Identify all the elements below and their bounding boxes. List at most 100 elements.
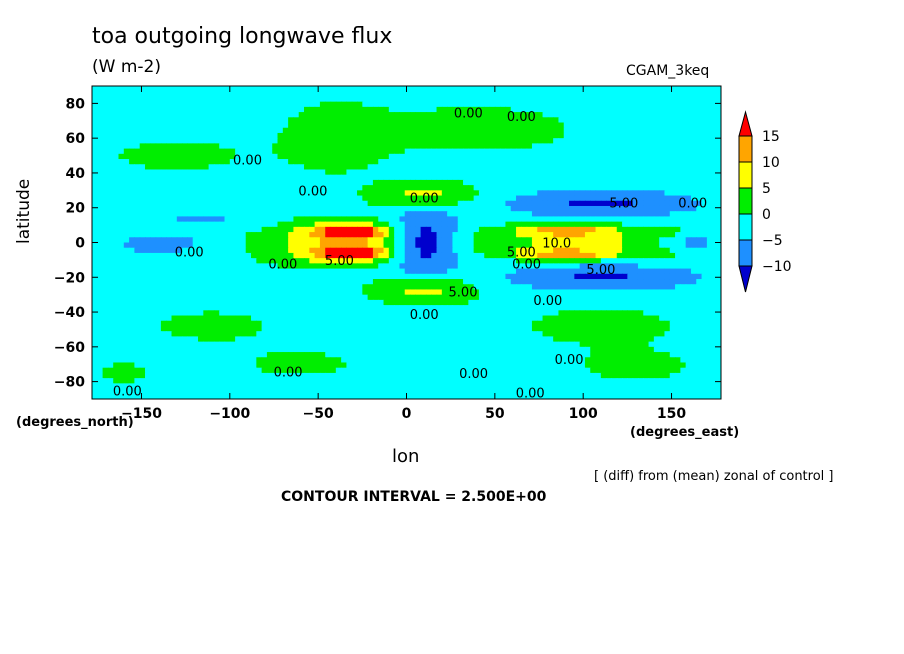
- heatmap-cell: [330, 106, 337, 113]
- heatmap-cell: [319, 164, 326, 171]
- heatmap-cell: [123, 185, 130, 191]
- heatmap-cell: [685, 268, 692, 275]
- heatmap-cell: [372, 242, 379, 249]
- heatmap-cell: [500, 179, 507, 186]
- heatmap-cell: [494, 132, 501, 139]
- heatmap-cell: [547, 268, 554, 275]
- heatmap-cell: [653, 195, 660, 202]
- heatmap-cell: [394, 195, 401, 202]
- heatmap-cell: [256, 86, 263, 92]
- heatmap-cell: [304, 200, 310, 207]
- heatmap-cell: [198, 153, 204, 160]
- heatmap-cell: [150, 252, 157, 259]
- heatmap-cell: [690, 279, 697, 285]
- heatmap-cell: [134, 190, 141, 197]
- heatmap-cell: [229, 205, 236, 212]
- heatmap-cell: [102, 91, 109, 98]
- heatmap-cell: [664, 96, 671, 103]
- heatmap-cell: [97, 237, 104, 244]
- heatmap-cell: [266, 211, 273, 218]
- heatmap-cell: [653, 148, 660, 155]
- heatmap-cell: [431, 211, 438, 218]
- heatmap-cell: [166, 232, 173, 238]
- heatmap-cell: [399, 273, 406, 280]
- heatmap-cell: [584, 232, 591, 238]
- heatmap-cell: [632, 294, 639, 301]
- heatmap-cell: [627, 143, 634, 150]
- heatmap-cell: [669, 268, 676, 275]
- heatmap-cell: [261, 195, 268, 202]
- heatmap-cell: [171, 138, 178, 144]
- heatmap-cell: [139, 185, 146, 191]
- heatmap-cell: [690, 258, 697, 264]
- heatmap-cell: [500, 138, 507, 144]
- heatmap-cell: [637, 279, 644, 285]
- heatmap-cell: [261, 242, 268, 249]
- heatmap-cell: [717, 179, 721, 186]
- heatmap-cell: [192, 289, 199, 296]
- heatmap-cell: [669, 205, 676, 212]
- heatmap-cell: [510, 112, 517, 118]
- heatmap-cell: [415, 143, 422, 150]
- heatmap-cell: [669, 143, 676, 150]
- heatmap-cell: [574, 91, 581, 98]
- heatmap-cell: [187, 86, 194, 92]
- heatmap-cell: [256, 200, 263, 207]
- heatmap-cell: [351, 143, 358, 150]
- heatmap-cell: [235, 185, 242, 191]
- heatmap-cell: [473, 216, 480, 223]
- heatmap-cell: [611, 289, 618, 296]
- heatmap-cell: [367, 190, 374, 197]
- heatmap-cell: [425, 226, 432, 233]
- heatmap-cell: [288, 132, 295, 139]
- heatmap-cell: [176, 190, 183, 197]
- heatmap-cell: [505, 164, 512, 171]
- heatmap-cell: [410, 216, 416, 223]
- heatmap-cell: [155, 190, 162, 197]
- heatmap-cell: [547, 112, 554, 118]
- heatmap-cell: [595, 174, 602, 181]
- heatmap-cell: [304, 237, 310, 244]
- heatmap-cell: [659, 268, 666, 275]
- heatmap-cell: [669, 294, 676, 301]
- heatmap-cell: [282, 294, 289, 301]
- heatmap-cell: [701, 122, 708, 129]
- heatmap-cell: [510, 164, 517, 171]
- heatmap-cell: [139, 226, 146, 233]
- heatmap-cell: [341, 164, 348, 171]
- heatmap-cell: [547, 127, 554, 134]
- heatmap-cell: [351, 226, 358, 233]
- heatmap-cell: [473, 205, 480, 212]
- heatmap-cell: [531, 205, 538, 212]
- heatmap-cell: [510, 91, 517, 98]
- heatmap-cell: [357, 122, 363, 129]
- heatmap-cell: [574, 185, 581, 191]
- heatmap-cell: [701, 221, 708, 228]
- heatmap-cell: [266, 132, 273, 139]
- heatmap-cell: [208, 211, 215, 218]
- heatmap-cell: [410, 294, 416, 301]
- heatmap-cell: [378, 226, 385, 233]
- heatmap-cell: [420, 242, 427, 249]
- heatmap-cell: [717, 294, 721, 301]
- heatmap-cell: [113, 284, 120, 291]
- heatmap-cell: [335, 174, 342, 181]
- heatmap-cell: [653, 237, 660, 244]
- heatmap-cell: [107, 122, 114, 129]
- heatmap-cell: [97, 101, 104, 108]
- heatmap-cell: [107, 190, 114, 197]
- heatmap-cell: [203, 96, 210, 103]
- heatmap-cell: [452, 190, 459, 197]
- heatmap-cell: [431, 185, 438, 191]
- heatmap-cell: [102, 96, 109, 103]
- heatmap-cell: [378, 159, 385, 165]
- heatmap-cell: [643, 205, 650, 212]
- heatmap-cell: [155, 252, 162, 259]
- heatmap-cell: [272, 273, 279, 280]
- heatmap-cell: [484, 185, 491, 191]
- heatmap-cell: [425, 200, 432, 207]
- heatmap-cell: [113, 117, 120, 124]
- heatmap-cell: [505, 86, 512, 92]
- heatmap-cell: [277, 242, 284, 249]
- heatmap-cell: [531, 122, 538, 129]
